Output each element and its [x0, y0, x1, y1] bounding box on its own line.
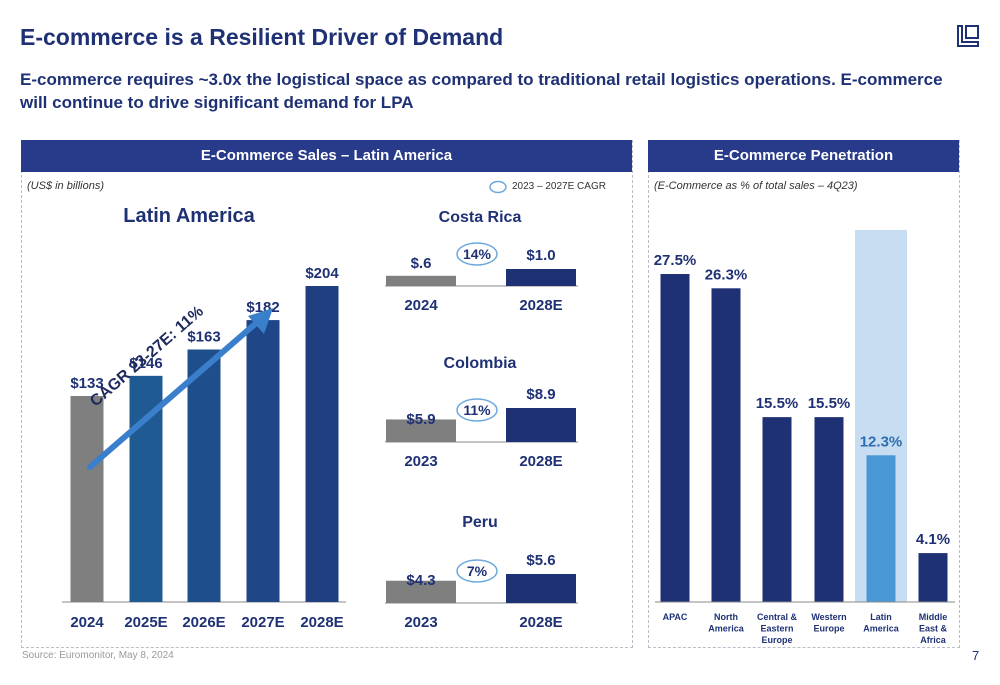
- page-title: E-commerce is a Resilient Driver of Dema…: [20, 24, 504, 50]
- penetration-bar-north-america: [711, 288, 741, 602]
- main-bar-2028e: [305, 286, 339, 602]
- costa-rica-x-tick-label: 2024: [404, 297, 438, 314]
- peru-bar-2023: [386, 580, 456, 603]
- costa-rica-bar-2024: [386, 275, 456, 286]
- main-bar-2026e: [187, 349, 221, 602]
- page-number: 7: [972, 648, 980, 663]
- chart-title-colombia: Colombia: [444, 355, 517, 372]
- cagr-arrow-head: [248, 308, 273, 334]
- main-x-tick-label: 2025E: [124, 614, 167, 631]
- costa-rica-x-tick-label: 2028E: [519, 297, 562, 314]
- peru-bar-2028e: [506, 574, 576, 603]
- main-x-tick-label: 2026E: [182, 614, 225, 631]
- page-subtitle: E-commerce requires ~3.0x the logistical…: [20, 70, 943, 112]
- cagr-legend-label: 2023 – 2027E CAGR: [512, 181, 606, 192]
- peru-x-tick-label: 2023: [404, 614, 437, 631]
- penetration-value-label: 4.1%: [916, 531, 950, 548]
- main-bar-value-label: $204: [305, 265, 339, 282]
- units-note: (US$ in billions): [27, 180, 105, 192]
- colombia-bar-2028e: [506, 408, 576, 442]
- penetration-x-tick-label: North America: [708, 612, 745, 634]
- penetration-value-label: 27.5%: [654, 252, 697, 269]
- penetration-bar-apac: [660, 274, 690, 602]
- penetration-value-label: 12.3%: [860, 433, 903, 450]
- costa-rica-value-label: $.6: [411, 255, 432, 272]
- peru-cagr-label: 7%: [467, 563, 488, 579]
- peru-x-tick-label: 2028E: [519, 614, 562, 631]
- penetration-value-label: 15.5%: [808, 395, 851, 412]
- cagr-arrow-shaft: [87, 315, 265, 470]
- peru-value-label: $4.3: [406, 572, 435, 589]
- chart-title-peru: Peru: [462, 514, 498, 531]
- costa-rica-bar-2028e: [506, 269, 576, 286]
- sales-panel-header: E-Commerce Sales – Latin America: [21, 140, 632, 172]
- peru-cagr-bubble: [456, 559, 498, 583]
- penetration-panel-header: E-Commerce Penetration: [648, 140, 959, 172]
- colombia-value-label: $8.9: [526, 386, 555, 403]
- costa-rica-value-label: $1.0: [526, 247, 555, 264]
- chart-title-latin-america: Latin America: [123, 205, 255, 227]
- main-bar-2027e: [246, 320, 280, 602]
- source-footnote: Source: Euromonitor, May 8, 2024: [22, 650, 174, 661]
- main-bar-value-label: $133: [70, 375, 103, 392]
- penetration-bar-western-europe: [814, 417, 844, 602]
- main-x-tick-label: 2028E: [300, 614, 343, 631]
- main-bar-value-label: $163: [187, 329, 220, 346]
- main-bar-2024: [70, 395, 104, 602]
- colombia-cagr-label: 11%: [463, 402, 491, 418]
- penetration-bar-central-eastern-europe: [762, 417, 792, 602]
- penetration-note: (E-Commerce as % of total sales – 4Q23): [654, 180, 858, 192]
- penetration-x-tick-label: APAC: [663, 612, 688, 622]
- colombia-cagr-bubble: [456, 398, 498, 422]
- penetration-value-label: 26.3%: [705, 266, 748, 283]
- penetration-bar-middle-east-africa: [918, 553, 948, 602]
- peru-value-label: $5.6: [526, 552, 555, 569]
- penetration-value-label: 15.5%: [756, 395, 799, 412]
- colombia-value-label: $5.9: [406, 411, 435, 428]
- main-x-tick-label: 2027E: [241, 614, 284, 631]
- main-bar-value-label: $146: [129, 355, 162, 372]
- colombia-x-tick-label: 2028E: [519, 453, 562, 470]
- costa-rica-cagr-bubble: [456, 242, 498, 266]
- logo-icon: [956, 24, 980, 53]
- colombia-bar-2023: [386, 419, 456, 442]
- penetration-bar-latin-america: [866, 455, 896, 602]
- costa-rica-cagr-label: 14%: [463, 246, 492, 262]
- main-x-tick-label: 2024: [70, 614, 104, 631]
- penetration-x-tick-label: Latin America: [863, 612, 900, 634]
- colombia-x-tick-label: 2023: [404, 453, 437, 470]
- penetration-x-tick-label: Western Europe: [811, 612, 846, 634]
- cagr-legend-icon: [489, 180, 507, 194]
- penetration-x-tick-label: Middle East & Africa: [919, 612, 948, 645]
- penetration-x-tick-label: Central & Eastern Europe: [757, 612, 798, 645]
- main-bar-2025e: [129, 375, 163, 602]
- chart-title-costa-rica: Costa Rica: [439, 209, 522, 226]
